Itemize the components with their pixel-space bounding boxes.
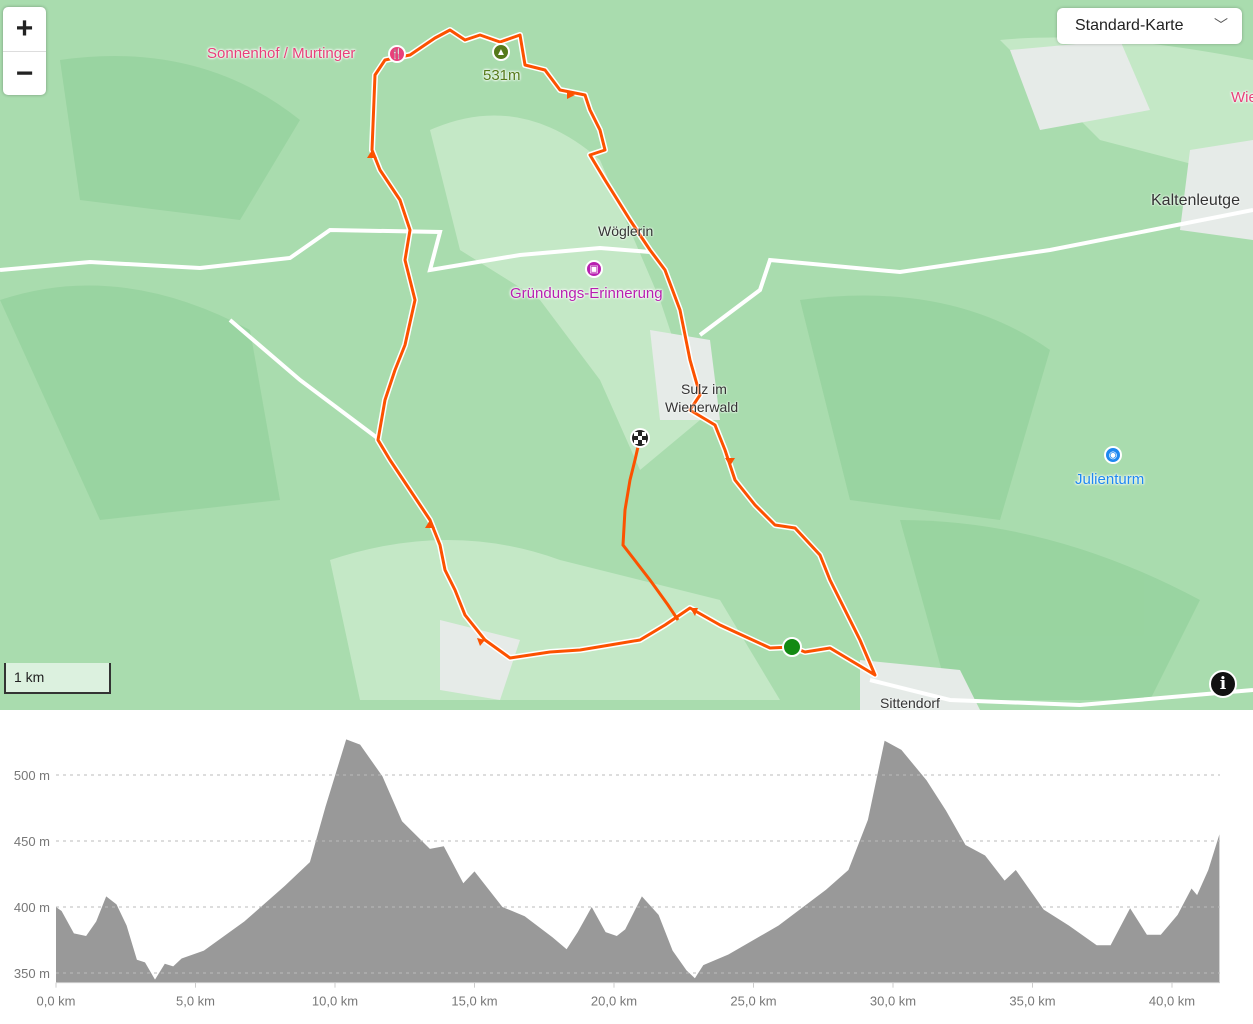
x-tick-label: 20,0 km — [591, 994, 637, 1009]
zoom-controls: + − — [3, 7, 46, 95]
y-tick-label: 400 m — [14, 900, 50, 915]
poi-gruendung[interactable]: Gründungs-Erinnerung — [510, 285, 663, 302]
chevron-down-icon: ﹀ — [1214, 17, 1228, 33]
place-wien-partial: Wie — [1231, 89, 1253, 106]
route-finish-branch — [621, 437, 680, 621]
restaurant-icon[interactable]: 🍴 — [388, 45, 406, 63]
map-canvas — [0, 27, 1253, 710]
y-tick-label: 350 m — [14, 966, 50, 981]
x-tick-label: 5,0 km — [176, 994, 215, 1009]
x-tick-label: 0,0 km — [36, 994, 75, 1009]
map-layer-label: Standard-Karte — [1075, 17, 1184, 34]
place-sittendorf: Sittendorf — [880, 695, 940, 710]
x-tick-label: 30,0 km — [870, 994, 916, 1009]
elevation-profile[interactable]: 350 m 400 m 450 m 500 m 0,0 km 5,0 km 10,0 km 1… — [0, 710, 1253, 1024]
peak-icon: ▲ — [492, 43, 510, 61]
roads — [0, 208, 1253, 708]
x-tick-label: 40,0 km — [1149, 994, 1195, 1009]
zoom-out-button[interactable]: − — [3, 51, 46, 95]
y-tick-label: 450 m — [14, 834, 50, 849]
info-icon[interactable]: i — [1209, 670, 1237, 698]
place-woeglerin: Wöglerin — [598, 223, 654, 239]
zoom-in-button[interactable]: + — [15, 12, 34, 45]
x-tick-label: 35,0 km — [1009, 994, 1055, 1009]
y-tick-label: 500 m — [14, 768, 50, 783]
poi-sonnenhof[interactable]: Sonnenhof / Murtinger — [207, 45, 356, 62]
x-tick-label: 25,0 km — [730, 994, 776, 1009]
place-sulz-2: Wienerwald — [665, 399, 739, 415]
landmark-icon[interactable]: ▣ — [585, 260, 603, 278]
settlements — [440, 40, 1253, 710]
viewpoint-icon[interactable]: ◉ — [1104, 446, 1122, 464]
place-kaltenleutgeben: Kaltenleutge — [1151, 192, 1240, 209]
elevation-area — [56, 739, 1220, 983]
start-marker[interactable] — [782, 637, 802, 657]
finish-flag-icon[interactable] — [630, 428, 650, 448]
direction-arrows — [367, 91, 735, 646]
scale-bar: 1 km — [4, 663, 111, 694]
x-tick-label: 15,0 km — [451, 994, 497, 1009]
route-line-core — [370, 28, 877, 677]
poi-julienturm[interactable]: Julienturm — [1075, 471, 1145, 488]
map-layer-select[interactable]: Standard-Karte ﹀ — [1057, 8, 1242, 44]
route-map[interactable]: + − Standard-Karte ﹀ 🍴 Sonnenhof / Murti… — [0, 0, 1253, 710]
forest-shading — [0, 56, 1200, 700]
x-tick-label: 10,0 km — [312, 994, 358, 1009]
place-sulz-1: Sulz im — [681, 381, 727, 397]
peak-elevation: 531m — [483, 67, 521, 84]
